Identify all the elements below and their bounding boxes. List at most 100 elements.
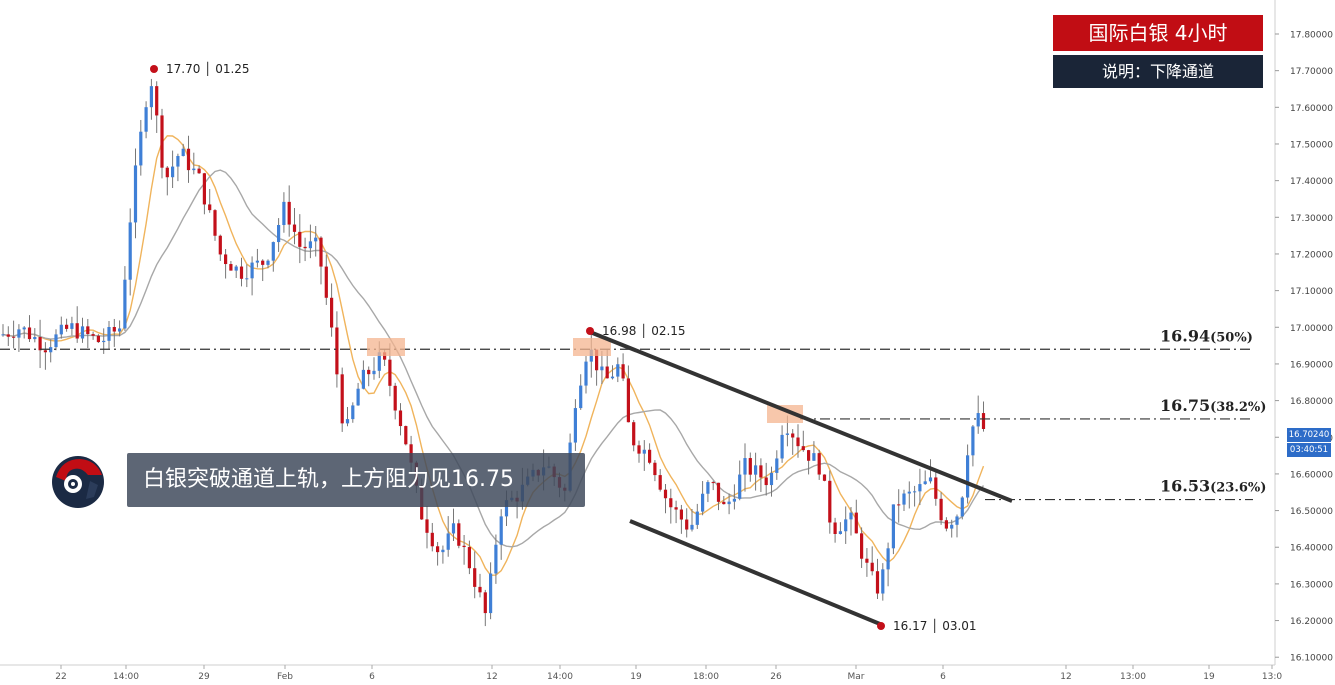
candle	[59, 316, 63, 339]
candle	[462, 535, 466, 565]
candle	[944, 517, 948, 532]
candle	[266, 259, 270, 269]
candle	[473, 551, 477, 599]
candle	[54, 329, 58, 351]
candle	[960, 496, 964, 520]
extreme-label: 16.17 │ 03.01	[893, 618, 977, 633]
price-tick-label: 17.50000	[1290, 140, 1333, 150]
candle	[828, 470, 832, 534]
candle	[610, 365, 615, 380]
time-tick-label: Mar	[848, 672, 865, 682]
candle	[49, 339, 53, 363]
extreme-marker	[150, 65, 158, 73]
candle	[75, 306, 79, 343]
candle	[579, 374, 583, 410]
candle	[144, 101, 148, 139]
candle	[319, 236, 323, 285]
time-tick-label: 12	[1060, 672, 1071, 682]
candle	[176, 153, 180, 182]
candle	[769, 466, 774, 497]
candle	[139, 119, 143, 176]
current-price: 16.70240	[1287, 428, 1331, 442]
candle	[690, 509, 694, 532]
price-tick-label: 16.10000	[1290, 654, 1333, 664]
candle	[902, 489, 906, 511]
time-tick-label: 19	[1203, 672, 1215, 682]
candle	[632, 419, 636, 452]
candle	[224, 249, 228, 279]
candle	[695, 503, 699, 529]
time-tick-label: Feb	[277, 672, 293, 682]
candle	[451, 508, 456, 542]
time-tick-label: 6	[369, 672, 375, 682]
candle	[939, 492, 943, 525]
price-tick-label: 17.60000	[1290, 104, 1333, 114]
candle	[38, 319, 42, 369]
channel-upper-line	[589, 330, 1013, 503]
candle	[393, 382, 397, 420]
candle	[245, 264, 249, 288]
candle	[12, 320, 16, 349]
candle	[812, 441, 816, 461]
current-price-tag: 16.70240 03:40:51	[1287, 428, 1331, 457]
candle	[446, 516, 450, 557]
candle	[255, 248, 259, 268]
candle	[80, 317, 85, 343]
candle	[679, 504, 683, 534]
chart-subtitle: 说明：下降通道	[1053, 55, 1263, 88]
candle	[743, 443, 747, 492]
candle	[584, 356, 588, 394]
resistance-box	[767, 405, 803, 423]
time-tick-label: 22	[55, 672, 66, 682]
candle	[43, 342, 47, 370]
candle	[181, 143, 185, 157]
candle	[239, 257, 244, 287]
bar-countdown: 03:40:51	[1287, 443, 1331, 457]
candle	[886, 542, 890, 587]
candle	[780, 425, 784, 463]
candle	[287, 185, 291, 237]
candle	[160, 108, 164, 179]
candle	[308, 224, 312, 259]
candle	[303, 237, 307, 262]
candle	[669, 488, 673, 524]
candle	[6, 326, 10, 347]
candle	[330, 283, 334, 337]
candle	[637, 440, 641, 463]
candle	[112, 318, 116, 347]
candle	[489, 562, 493, 620]
candle	[966, 444, 970, 504]
candle	[658, 469, 662, 492]
candle	[261, 259, 265, 282]
chart-title: 国际白银 4小时	[1053, 15, 1263, 51]
candle	[891, 504, 895, 555]
candle	[298, 214, 302, 264]
candle	[65, 318, 69, 332]
candle	[171, 150, 175, 188]
candle	[192, 152, 196, 175]
candle	[96, 334, 100, 343]
candle	[865, 548, 869, 577]
candle	[213, 209, 217, 241]
candle	[791, 429, 795, 455]
candle	[467, 540, 471, 575]
candle	[621, 353, 625, 382]
candle	[356, 382, 360, 406]
candle	[33, 328, 37, 343]
candle	[706, 480, 710, 503]
candle	[764, 462, 768, 496]
candle	[22, 326, 26, 339]
ma-fast-line	[2, 135, 985, 577]
candle	[17, 324, 21, 352]
extreme-marker	[586, 327, 594, 335]
candle	[202, 172, 206, 215]
price-tick-label: 17.40000	[1290, 177, 1333, 187]
candle	[361, 360, 365, 390]
candle	[324, 254, 328, 305]
candle	[91, 331, 95, 340]
price-tick-label: 16.50000	[1290, 507, 1333, 517]
candle	[928, 459, 933, 484]
candle	[881, 563, 885, 601]
